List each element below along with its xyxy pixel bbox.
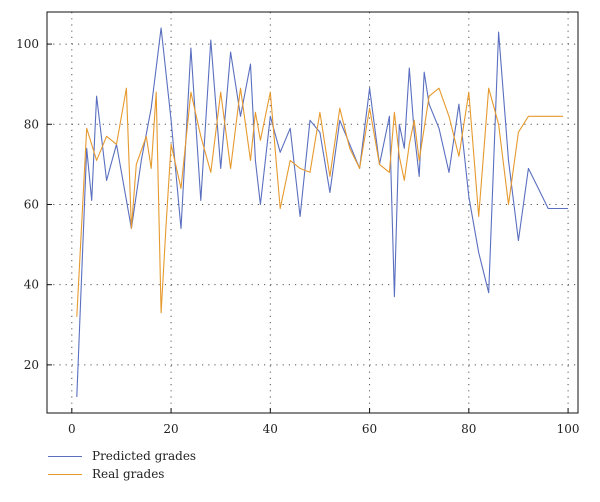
grid-lines [47, 12, 578, 413]
y-tick-label: 20 [24, 358, 39, 372]
x-axis-ticks: 0 20 40 60 80 100 [68, 408, 580, 436]
legend-swatch-real [48, 473, 82, 475]
series-line-predicted [76, 27, 569, 398]
legend-item-predicted: Predicted grades [48, 447, 196, 465]
plot-frame [46, 11, 579, 414]
legend: Predicted grades Real grades [48, 447, 196, 483]
x-tick-label: 100 [557, 422, 580, 436]
legend-item-real: Real grades [48, 465, 196, 483]
x-tick-label: 0 [68, 422, 76, 436]
y-tick-label: 80 [24, 117, 39, 131]
y-tick-label: 100 [16, 37, 39, 51]
x-tick-label: 20 [163, 422, 178, 436]
legend-label-predicted: Predicted grades [92, 449, 197, 463]
y-tick-label: 40 [24, 278, 39, 292]
series-layer [76, 27, 569, 398]
y-tick-label: 60 [24, 197, 39, 211]
x-tick-label: 80 [461, 422, 476, 436]
legend-swatch-predicted [48, 455, 82, 457]
x-tick-label: 40 [263, 422, 278, 436]
legend-label-real: Real grades [92, 467, 165, 481]
series-line-real [76, 87, 564, 317]
y-axis-ticks: 20 40 60 80 100 [16, 37, 52, 372]
x-tick-label: 60 [362, 422, 377, 436]
